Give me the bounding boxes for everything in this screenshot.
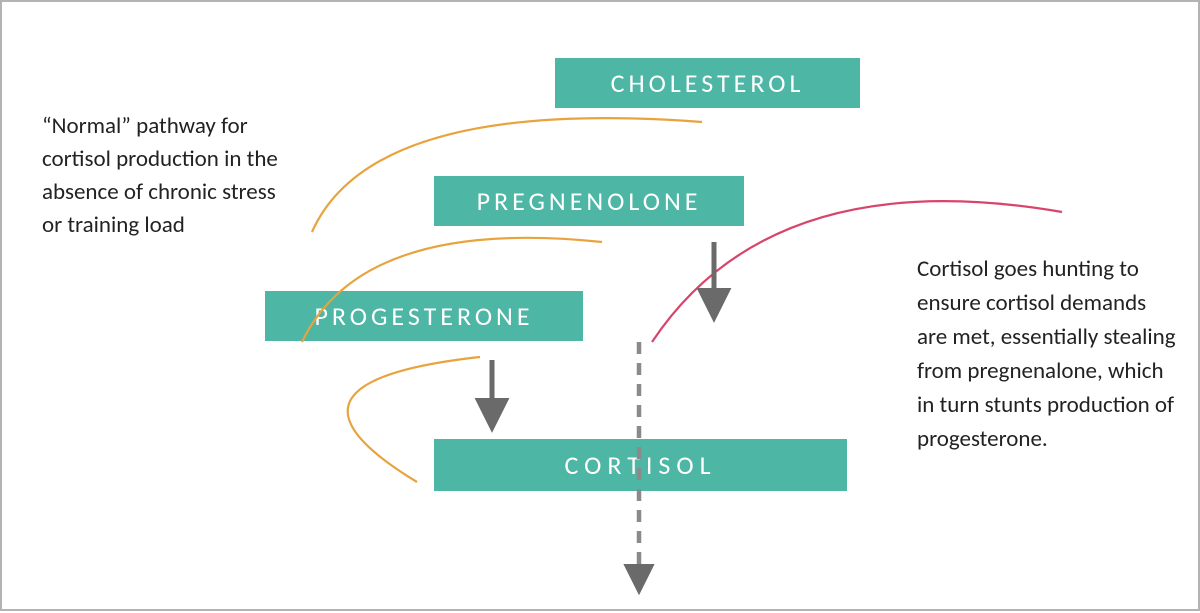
node-cortisol: CORTISOL — [434, 439, 847, 491]
node-cholesterol: CHOLESTEROL — [555, 58, 860, 108]
caption-right: Cortisol goes hunting to ensure cortisol… — [917, 252, 1179, 456]
node-progesterone: PROGESTERONE — [265, 291, 583, 341]
caption-left: “Normal” pathway for cortisol production… — [42, 110, 300, 242]
node-pregnenolone: PREGNENOLONE — [434, 176, 744, 226]
